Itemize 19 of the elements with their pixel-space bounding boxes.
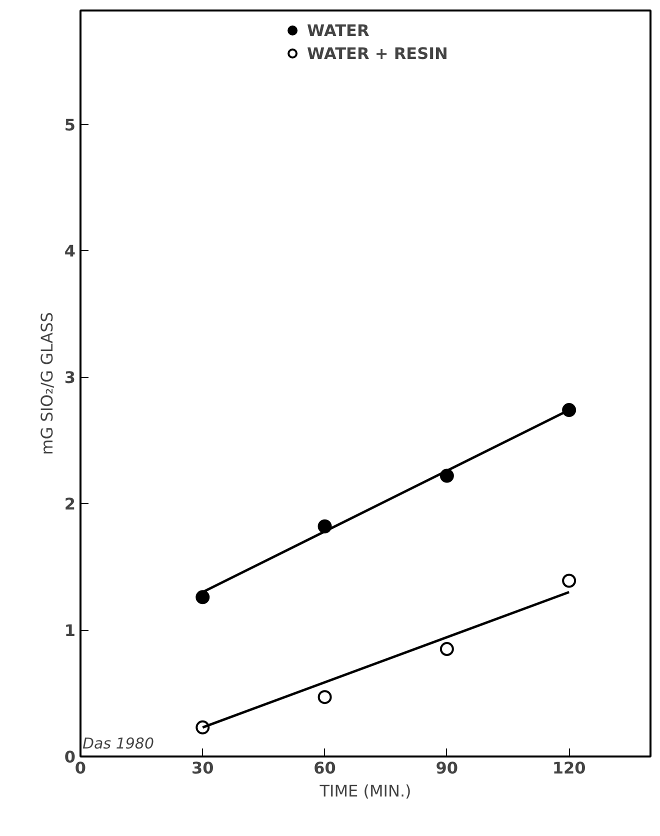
y-tick-label: 4 [64,242,76,261]
legend-label: WATER + RESIN [307,44,448,62]
x-tick-label: 60 [314,758,336,778]
x-tick-label: 120 [552,758,586,778]
point [562,403,576,418]
y-tick-label: 3 [64,368,76,388]
x-axis-title: TIME (MIN.) [318,782,412,800]
y-axis-title: mG SIO₂/G GLASS [37,312,56,455]
point [196,590,210,604]
point [318,690,332,704]
x-tick-label: 30 [192,758,214,778]
y-tick-label: 5 [64,115,76,134]
x-tick-label: 90 [436,758,458,778]
annotation: Das 1980 [82,734,154,752]
point [440,642,454,656]
point [562,574,576,588]
y-tick-label: 2 [64,494,76,514]
y-tick-label: 1 [64,621,76,640]
legend-label: WATER [307,20,370,40]
